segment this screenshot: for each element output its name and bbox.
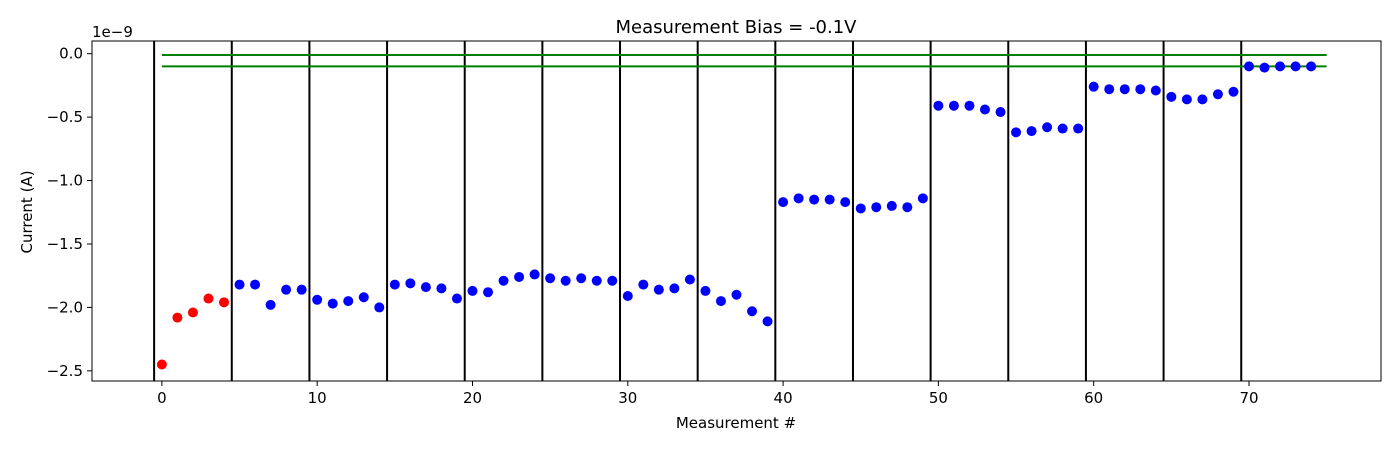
data-point (1104, 84, 1115, 95)
data-point (1275, 61, 1286, 72)
data-point (622, 291, 633, 301)
data-point (420, 282, 431, 293)
y-tick-label: −2.5 (47, 362, 83, 380)
chart-title: Measurement Bias = -0.1V (615, 17, 857, 38)
data-point (265, 299, 276, 310)
data-point (203, 293, 214, 304)
x-tick-label: 10 (308, 389, 327, 407)
y-tick-label: −1.5 (47, 235, 83, 253)
x-tick-label: 70 (1239, 389, 1258, 407)
y-axis-label: Current (A) (18, 170, 36, 253)
data-point (1212, 89, 1223, 100)
data-point (389, 279, 400, 290)
data-point (576, 273, 587, 284)
data-point (405, 278, 416, 289)
data-point (1042, 122, 1053, 133)
data-point (653, 284, 664, 295)
data-point (250, 279, 261, 290)
data-point (156, 359, 167, 370)
data-point (747, 306, 758, 317)
data-point (902, 202, 913, 213)
data-point (219, 297, 230, 308)
y-tick-label: −0.5 (47, 108, 83, 126)
data-point (1119, 84, 1130, 95)
data-point (731, 289, 742, 300)
plot-area: 0 10 20 30 40 50 60 70 0.0 −0.5 −1.0 −1.5 −2.0 −2.5 (47, 40, 1382, 407)
data-point (529, 269, 540, 280)
data-point (809, 194, 820, 205)
data-point (917, 193, 928, 204)
data-point (358, 292, 369, 303)
data-point (451, 293, 462, 304)
data-point (545, 273, 556, 284)
data-point (669, 283, 680, 294)
data-point (715, 296, 726, 307)
y-tick-label: 0.0 (59, 45, 83, 63)
data-point (343, 296, 354, 307)
data-point (1181, 94, 1192, 105)
data-point (1228, 86, 1239, 97)
x-tick-label: 20 (463, 389, 482, 407)
data-point (1135, 84, 1146, 95)
data-point (1073, 123, 1084, 134)
x-tick-label: 50 (929, 389, 948, 407)
data-point (700, 285, 711, 296)
data-point (1259, 62, 1270, 73)
data-point (1057, 123, 1068, 134)
data-point (514, 271, 525, 282)
data-point (871, 202, 882, 213)
data-point (234, 279, 245, 290)
x-tick-label: 40 (774, 389, 793, 407)
data-point (1290, 61, 1301, 72)
data-point (1197, 94, 1208, 105)
data-point (793, 193, 804, 204)
data-point (762, 316, 773, 327)
data-point (187, 307, 198, 318)
data-point (467, 285, 478, 296)
data-point (607, 275, 618, 286)
data-point (281, 284, 292, 295)
data-point (964, 100, 975, 111)
x-axis-label: Measurement # (676, 414, 796, 432)
x-tick-label: 30 (618, 389, 637, 407)
data-point (1166, 91, 1177, 102)
data-point (498, 275, 509, 286)
data-point (327, 298, 338, 309)
data-point (1011, 127, 1022, 138)
data-point (840, 197, 851, 208)
x-tick-label: 0 (157, 389, 167, 407)
data-point (1243, 61, 1254, 72)
data-point (1026, 126, 1037, 137)
data-point (436, 283, 447, 294)
data-point (684, 274, 695, 285)
data-point (1306, 61, 1317, 72)
data-point (824, 194, 835, 205)
data-point (979, 104, 990, 115)
data-point (778, 197, 789, 208)
data-point (172, 312, 183, 323)
data-point (948, 100, 959, 111)
y-tick-label: −1.0 (47, 172, 83, 190)
data-point (995, 107, 1006, 118)
data-point (374, 302, 385, 313)
data-point (855, 203, 866, 214)
x-tick-label: 60 (1084, 389, 1103, 407)
data-point (1088, 81, 1099, 92)
data-point (296, 284, 307, 295)
data-point (483, 287, 494, 298)
data-point (638, 279, 649, 290)
data-point (886, 200, 897, 211)
data-point (1150, 85, 1161, 96)
data-point (560, 275, 571, 286)
data-point (312, 294, 323, 305)
axes-frame (91, 40, 1382, 382)
data-point (591, 275, 602, 286)
y-axis-offset-label: 1e−9 (92, 23, 133, 41)
y-tick-label: −2.0 (47, 298, 83, 316)
data-point (933, 100, 944, 111)
